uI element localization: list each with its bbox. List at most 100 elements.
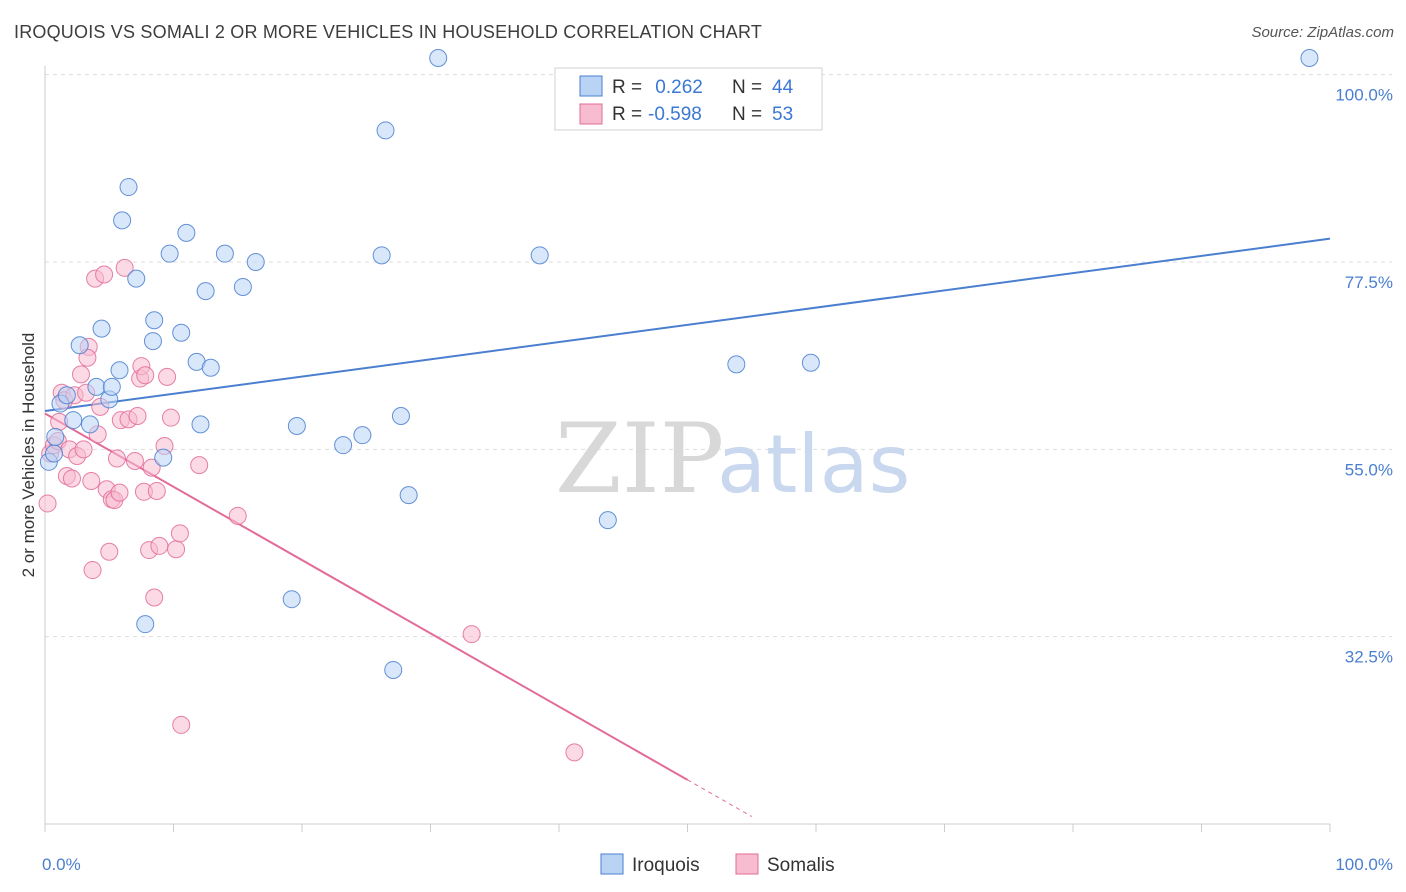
bottom-legend-somalis: Somalis [767,855,835,876]
somalis-point [110,483,129,502]
somalis-point [170,524,189,543]
somalis-point [167,540,186,559]
iroquois-point [282,590,301,609]
somalis-point [228,506,247,525]
iroquois-point [196,282,215,301]
legend-box: R = 0.262 N = 44 R = -0.598 N = 53 [554,67,823,131]
x-tick-labels: 0.0% 100.0% [42,855,1393,874]
iroquois-point [191,415,210,434]
legend-n-label-1: N = [732,77,762,98]
y-tick-label: 32.5% [1345,648,1393,667]
somalis-point [136,366,155,385]
y-tick-label: 77.5% [1345,273,1393,292]
iroquois-point [598,511,617,530]
iroquois-point [384,660,403,679]
legend-n-label-2: N = [732,104,762,125]
y-tick-label: 100.0% [1335,86,1393,105]
iroquois-point [87,377,106,396]
iroquois-point [102,377,121,396]
somalis-point [83,561,102,580]
legend-r-value-2: -0.598 [648,104,702,125]
somalis-point [95,265,114,284]
iroquois-point [215,244,234,263]
iroquois-point [154,448,173,467]
x-tick-label: 0.0% [42,855,81,874]
somalis-point [125,451,144,470]
iroquois-point [177,223,196,242]
iroquois-point [1300,49,1319,67]
somalis-point [82,471,101,490]
iroquois-point [530,246,549,265]
chart-title: IROQUOIS VS SOMALI 2 OR MORE VEHICLES IN… [14,22,763,42]
somalis-point [142,458,161,477]
gridlines [45,74,1392,638]
iroquois-point [113,211,132,230]
somalis-point [145,588,164,607]
iroquois-point [727,355,746,374]
iroquois-point [46,427,65,446]
y-tick-label: 55.0% [1345,460,1393,479]
somalis-point [107,449,126,468]
somalis-point [74,440,93,459]
somalis-point [150,536,169,555]
watermark-atlas: atlas [717,418,910,511]
legend-r-label-2: R = [612,104,642,125]
somalis-point [71,365,90,384]
iroquois-point [92,319,111,338]
iroquois-point [287,417,306,436]
iroquois-point [334,436,353,455]
somalis-point [158,367,177,386]
iroquois-point [70,336,89,355]
legend-r-label-1: R = [612,77,642,98]
somalis-point [161,408,180,427]
iroquois-point [201,358,220,377]
iroquois-point [119,178,138,197]
iroquois-point [136,615,155,634]
bottom-legend-swatch-iroquois [600,853,624,875]
iroquois-point [160,244,179,263]
bottom-legend-iroquois: Iroquois [632,855,700,876]
iroquois-point [143,332,162,351]
iroquois-point [57,386,76,405]
iroquois-point [391,407,410,426]
bottom-legend-swatch-somalis [735,853,759,875]
legend-n-value-1: 44 [772,77,794,98]
trend-lines [44,237,1331,817]
iroquois-point [64,411,83,430]
x-tick-label: 100.0% [1335,855,1393,874]
iroquois-point [145,311,164,330]
legend-r-value-1: 0.262 [650,77,703,98]
iroquois-point [353,426,372,445]
watermark: ZIP atlas [555,403,910,515]
iroquois-point [44,444,63,463]
iroquois-point [429,49,448,67]
y-axis-label: 2 or more Vehicles in Household [19,333,38,578]
legend-swatch-somalis [579,103,603,125]
iroquois-point [80,415,99,434]
somalis-trend-extension [687,779,752,817]
somalis-point [172,715,191,734]
iroquois-point [372,246,391,265]
legend-n-value-2: 53 [772,104,793,125]
data-points [38,49,1319,762]
source-label: Source: ZipAtlas.com [1251,24,1394,41]
iroquois-point [246,252,265,271]
watermark-zip: ZIP [555,403,724,515]
somalis-point [115,258,134,277]
somalis-point [565,743,584,762]
legend-swatch-iroquois [579,75,603,97]
somalis-point [190,456,209,475]
somalis-point [38,494,57,513]
y-tick-labels: 32.5% 55.0% 77.5% 100.0% [1335,86,1393,667]
iroquois-point [376,121,395,140]
iroquois-point [801,353,820,372]
somalis-point [100,542,119,561]
iroquois-point [172,323,191,342]
somalis-point [147,481,166,500]
somalis-point [128,407,147,426]
somalis-point [62,469,81,488]
iroquois-point [127,269,146,288]
somalis-point [462,625,481,644]
iroquois-point [233,277,252,296]
